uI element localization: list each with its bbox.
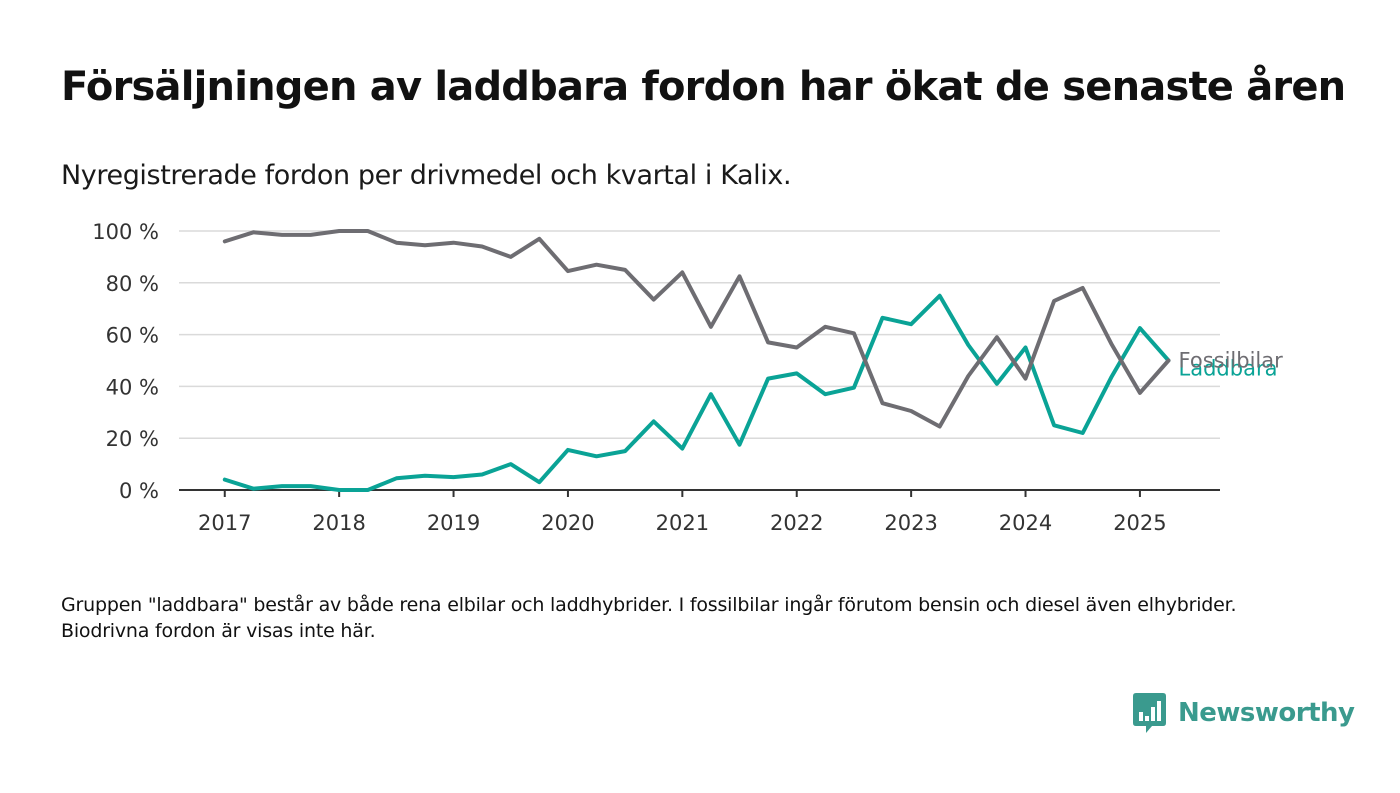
x-tick-label: 2025 [1113, 511, 1166, 535]
newsworthy-brand: Newsworthy [1133, 693, 1355, 733]
x-tick-label: 2020 [541, 511, 594, 535]
y-tick-label: 40 % [106, 375, 159, 399]
x-tick-label: 2022 [770, 511, 823, 535]
y-axis-ticks: 0 % 20 % 40 % 60 % 80 % 100 % [92, 220, 159, 503]
y-tick-label: 80 % [106, 272, 159, 296]
y-tick-label: 0 % [119, 479, 159, 503]
y-tick-label: 60 % [106, 324, 159, 348]
chart-title: Försäljningen av laddbara fordon har öka… [61, 64, 1346, 110]
chart-subtitle: Nyregistrerade fordon per drivmedel och … [61, 160, 792, 191]
x-tick-label: 2017 [198, 511, 251, 535]
series-line-laddbara [222, 293, 1171, 492]
grid-lines [179, 230, 1220, 439]
x-axis-ticks: 2017 2018 2019 2020 2021 2022 2023 2024 2025 [179, 489, 1220, 535]
series-label-fossilbilar: Fossilbilar [1179, 349, 1284, 373]
series-lines [222, 229, 1171, 492]
series-label-laddbara: Laddbara [1179, 357, 1278, 381]
x-tick-label: 2019 [427, 511, 480, 535]
x-tick-label: 2024 [999, 511, 1052, 535]
brand-name: Newsworthy [1178, 698, 1355, 728]
line-chart: 0 % 20 % 40 % 60 % 80 % 100 % 2017 2018 2019 202… [92, 220, 1284, 535]
x-tick-label: 2018 [312, 511, 365, 535]
x-tick-label: 2021 [656, 511, 709, 535]
y-tick-label: 20 % [106, 427, 159, 451]
newsworthy-logo-icon [1133, 693, 1166, 733]
x-tick-label: 2023 [884, 511, 937, 535]
y-tick-label: 100 % [92, 220, 159, 244]
chart-footnote: Gruppen "laddbara" består av både rena e… [61, 594, 1237, 642]
series-line-fossilbilar [222, 229, 1171, 429]
